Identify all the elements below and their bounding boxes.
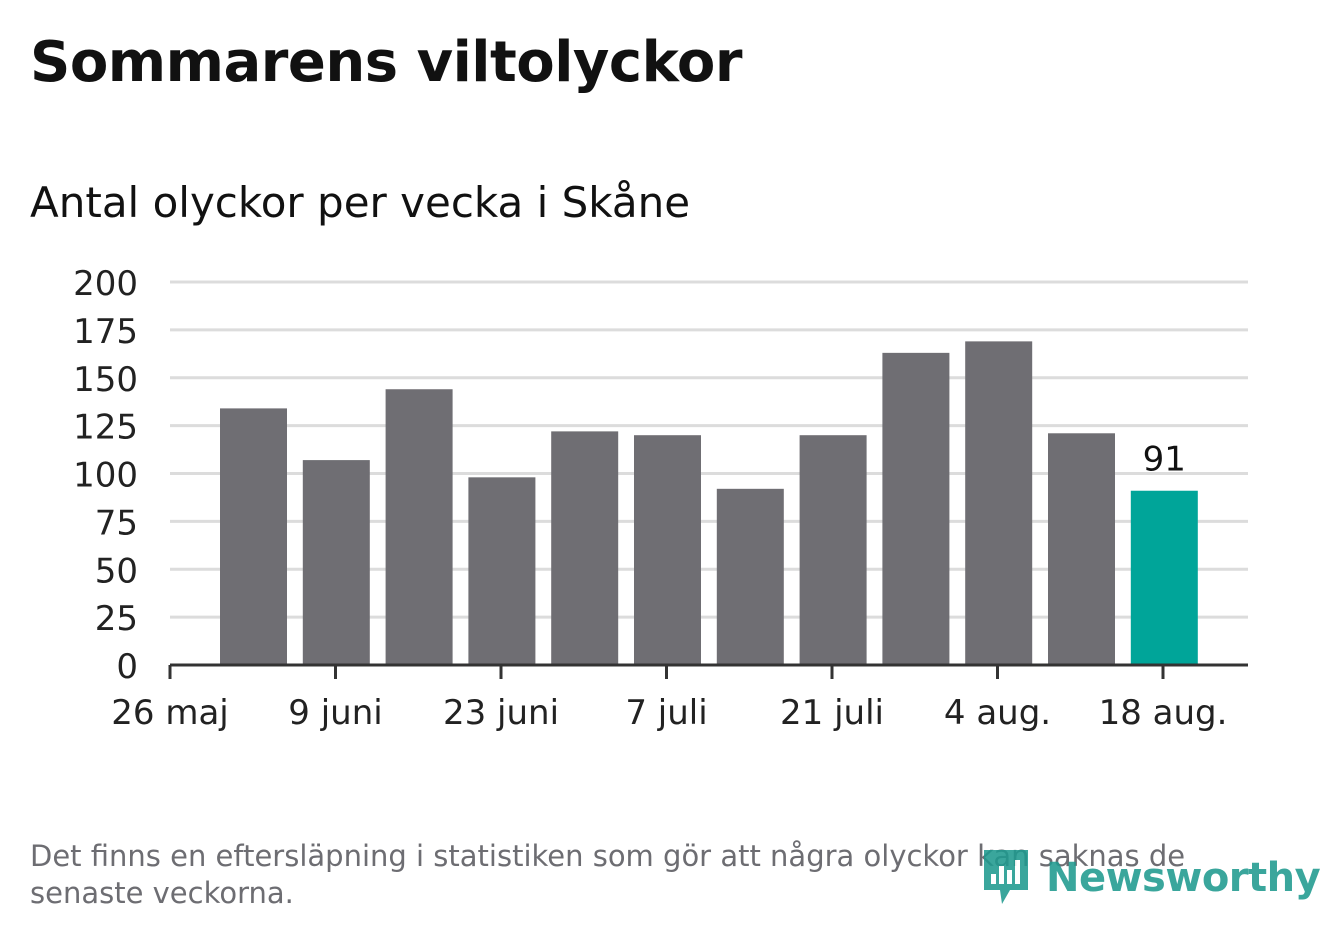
y-tick-label: 0: [116, 647, 138, 687]
data-label: 91: [1143, 440, 1186, 480]
bar: [965, 341, 1033, 665]
x-tick-label: 4 aug.: [944, 693, 1051, 733]
bar: [220, 408, 287, 665]
x-tick-label: 18 aug.: [1099, 693, 1228, 733]
y-tick-label: 50: [95, 551, 138, 591]
chart-subtitle: Antal olyckor per vecka i Skåne: [30, 178, 691, 227]
bar: [551, 431, 619, 665]
y-tick-label: 200: [73, 264, 138, 304]
bar-chart: 0 25 50 75 100 125 150 175 200 91 26 maj 9 juni 23…: [73, 264, 1248, 733]
x-tick-label: 7 juli: [625, 693, 707, 733]
x-tick-label: 23 juni: [443, 693, 559, 733]
y-tick-label: 100: [73, 456, 138, 496]
y-axis-tick-labels: 0 25 50 75 100 125 150 175 200: [73, 264, 138, 687]
x-axis: [168, 663, 1248, 679]
bar: [799, 435, 867, 665]
logo-text: Newsworthy: [1046, 855, 1321, 901]
bar: [716, 488, 784, 665]
bar-chart-speech-bubble-icon: [984, 850, 1028, 904]
y-tick-label: 75: [95, 503, 138, 543]
newsworthy-logo: Newsworthy: [980, 846, 1321, 910]
y-tick-label: 175: [73, 312, 138, 352]
bar: [882, 352, 950, 665]
bar: [1130, 490, 1198, 665]
x-axis-tick-labels: 26 maj 9 juni 23 juni 7 juli 21 juli 4 aug. 18…: [111, 693, 1227, 733]
bar: [1048, 433, 1115, 665]
bar: [302, 460, 370, 665]
y-tick-label: 125: [73, 408, 138, 448]
bar: [634, 435, 701, 665]
x-tick-label: 26 maj: [111, 693, 228, 733]
bar: [385, 389, 453, 665]
bar: [468, 477, 536, 665]
bars: [220, 341, 1198, 665]
x-tick-label: 21 juli: [780, 693, 884, 733]
y-tick-label: 150: [73, 360, 138, 400]
page-title: Sommarens viltolyckor: [30, 30, 742, 95]
data-labels: 91: [1143, 440, 1186, 480]
x-tick-label: 9 juni: [288, 693, 382, 733]
y-tick-label: 25: [95, 599, 138, 639]
